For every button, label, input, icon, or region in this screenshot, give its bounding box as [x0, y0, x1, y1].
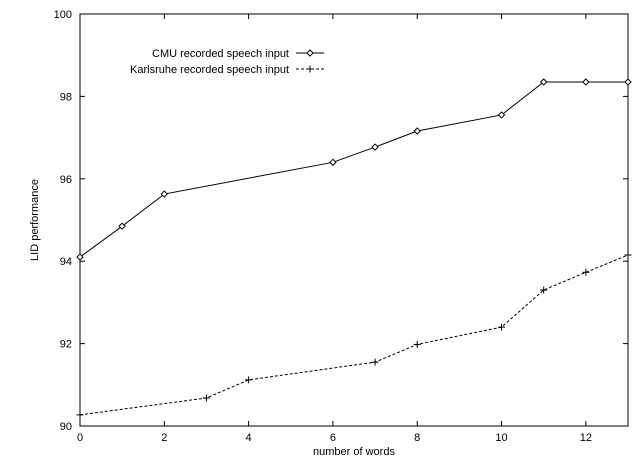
legend-label: CMU recorded speech input [152, 48, 289, 60]
data-point-diamond [539, 78, 548, 86]
data-point-plus [245, 376, 253, 384]
data-point-diamond [497, 111, 506, 119]
data-point-diamond [160, 190, 169, 198]
x-tick-label: 6 [330, 432, 336, 444]
data-point-plus [582, 268, 590, 276]
y-tick-label: 96 [60, 174, 72, 186]
legend: CMU recorded speech input Karlsruhe recor… [130, 48, 324, 76]
x-tick-label: 10 [495, 432, 507, 444]
y-tick-label: 90 [60, 421, 72, 433]
data-point-plus [624, 251, 632, 259]
data-point-plus [306, 65, 314, 73]
data-point-plus [202, 394, 210, 402]
y-axis-title: LID performance [29, 179, 41, 261]
data-point-plus [371, 358, 379, 366]
data-point-diamond [76, 253, 84, 261]
x-tick-label: 4 [246, 432, 252, 444]
data-point-diamond [582, 78, 590, 86]
data-point-plus [540, 286, 548, 294]
plot-area-frame [79, 13, 629, 427]
legend-label: Karlsruhe recorded speech input [130, 64, 289, 76]
data-point-plus [413, 340, 421, 348]
x-tick-label: 12 [580, 432, 592, 444]
series-line-2 [79, 254, 629, 416]
data-point-plus [498, 323, 506, 331]
x-tick-label: 2 [161, 432, 167, 444]
data-point-diamond [118, 222, 126, 230]
series-lines [79, 81, 629, 416]
data-point-plus [76, 411, 84, 419]
data-point-diamond [624, 78, 632, 86]
y-tick-label: 98 [60, 91, 72, 103]
y-tick-label: 92 [60, 339, 72, 351]
data-point-diamond [306, 49, 314, 57]
x-tick-label: 8 [414, 432, 420, 444]
y-tick-label: 94 [60, 256, 72, 268]
series-markers [76, 78, 632, 419]
x-tick-label: 0 [77, 432, 83, 444]
series-line-1 [79, 81, 628, 258]
x-axis-title: number of words [313, 446, 395, 458]
axis-ticks: 0 2 4 6 8 10 12 90 92 94 96 98 100 [54, 9, 628, 444]
data-point-diamond [371, 143, 379, 151]
y-tick-label: 100 [54, 9, 72, 21]
data-point-diamond [329, 158, 337, 167]
data-point-diamond [413, 127, 421, 135]
